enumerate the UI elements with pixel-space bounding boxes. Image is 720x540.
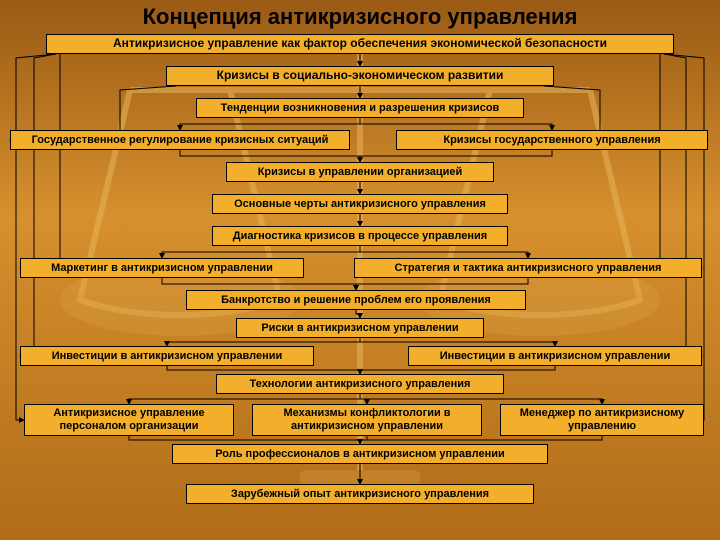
node-n14: Инвестиции в антикризисном управлении (408, 346, 702, 366)
node-n9: Маркетинг в антикризисном управлении (20, 258, 304, 278)
node-n12: Риски в антикризисном управлении (236, 318, 484, 338)
node-n16: Антикризисное управление персоналом орга… (24, 404, 234, 436)
node-n15: Технологии антикризисного управления (216, 374, 504, 394)
node-n7: Основные черты антикризисного управления (212, 194, 508, 214)
node-n18: Менеджер по антикризисному управлению (500, 404, 704, 436)
node-n4: Государственное регулирование кризисных … (10, 130, 350, 150)
node-n20: Зарубежный опыт антикризисного управлени… (186, 484, 534, 504)
node-n2: Кризисы в социально-экономическом развит… (166, 66, 554, 86)
node-n3: Тенденции возникновения и разрешения кри… (196, 98, 524, 118)
node-n13: Инвестиции в антикризисном управлении (20, 346, 314, 366)
node-n6: Кризисы в управлении организацией (226, 162, 494, 182)
node-n10: Стратегия и тактика антикризисного управ… (354, 258, 702, 278)
node-n11: Банкротство и решение проблем его проявл… (186, 290, 526, 310)
node-n17: Механизмы конфликтологии в антикризисном… (252, 404, 482, 436)
diagram-title: Концепция антикризисного управления (0, 0, 720, 30)
node-n8: Диагностика кризисов в процессе управлен… (212, 226, 508, 246)
node-n1: Антикризисное управление как фактор обес… (46, 34, 674, 54)
node-n5: Кризисы государственного управления (396, 130, 708, 150)
node-n19: Роль профессионалов в антикризисном упра… (172, 444, 548, 464)
